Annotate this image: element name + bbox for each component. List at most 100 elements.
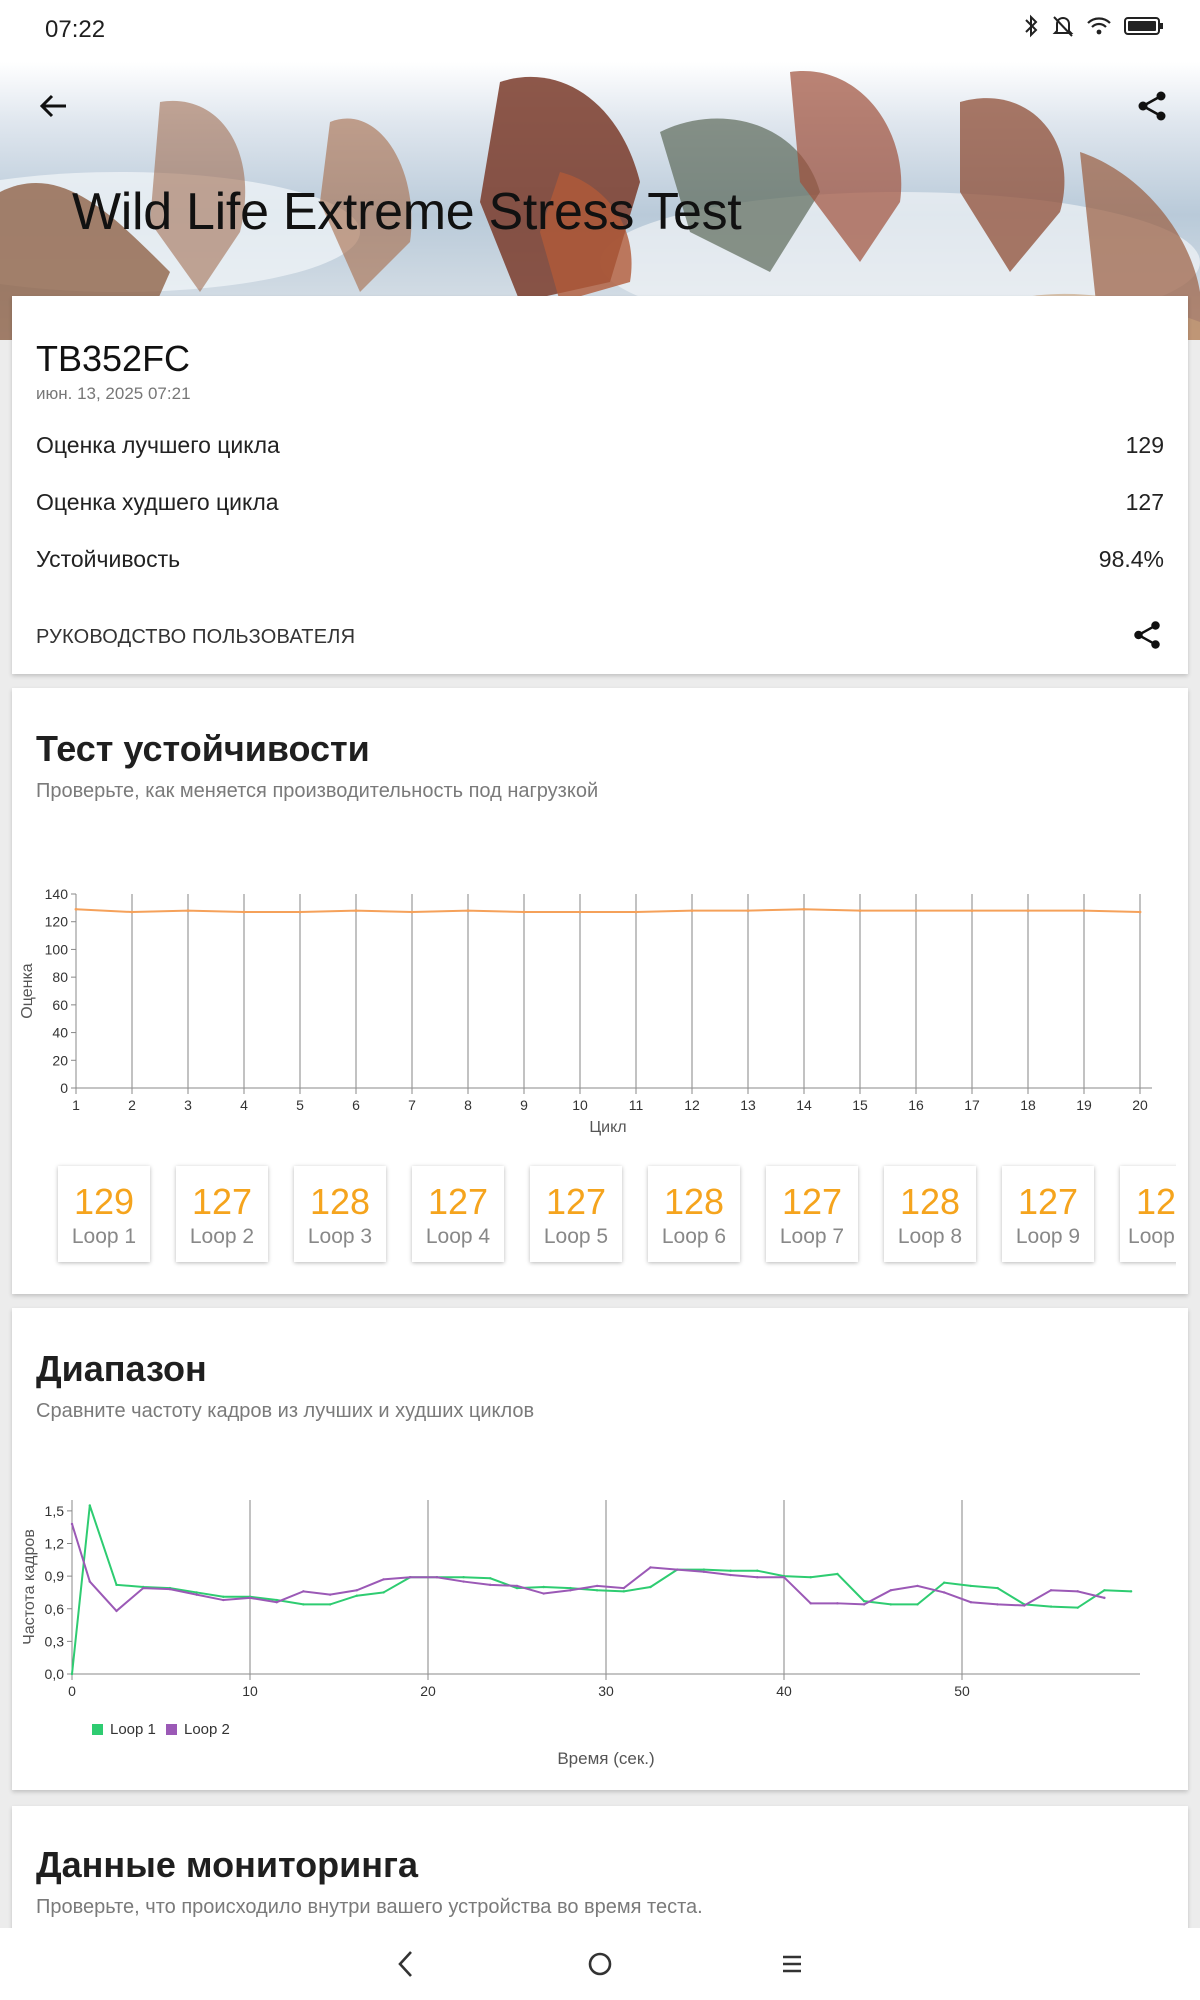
loop-tile[interactable]: 128 Loop 3 bbox=[294, 1166, 386, 1262]
menu-lines-icon[interactable] bbox=[779, 1948, 805, 1980]
fps-point bbox=[569, 1586, 572, 1590]
battery-icon bbox=[1124, 17, 1163, 35]
test-date: июн. 13, 2025 07:21 bbox=[36, 384, 191, 403]
fps-point bbox=[382, 1578, 385, 1581]
framerate-chart: 0 10 20 30 40 50 0,0 0,3 0,6 0,9 1,2 1,5 Частота кад… bbox=[21, 1500, 1140, 1768]
fps-point bbox=[328, 1593, 332, 1596]
loop-tile[interactable]: 127 Loop 7 bbox=[766, 1166, 858, 1262]
fps-point bbox=[248, 1596, 252, 1600]
y-tick-label: 0,0 bbox=[45, 1666, 65, 1682]
loop-label: Loop 7 bbox=[779, 1225, 845, 1248]
loop-score: 128 bbox=[663, 1181, 725, 1222]
x-tick-label: 40 bbox=[776, 1683, 792, 1699]
x-tick-label: 0 bbox=[68, 1683, 76, 1699]
score-point bbox=[1082, 909, 1086, 913]
circle-home-icon[interactable] bbox=[586, 1948, 614, 1980]
status-icons bbox=[1022, 14, 1164, 38]
status-bar: 07:22 bbox=[0, 0, 1200, 62]
fps-point bbox=[195, 1593, 198, 1596]
fps-point bbox=[1049, 1589, 1053, 1592]
fps-point bbox=[88, 1580, 92, 1583]
wifi-icon bbox=[1087, 17, 1111, 35]
x-tick-label: 19 bbox=[1076, 1097, 1092, 1113]
bell-off-icon bbox=[1052, 16, 1074, 37]
user-guide-link[interactable]: РУКОВОДСТВО ПОЛЬЗОВАТЕЛЯ bbox=[36, 626, 356, 648]
fps-point bbox=[70, 1522, 74, 1526]
loop-tile[interactable]: 128 Loop 8 bbox=[884, 1166, 976, 1262]
loop-score: 127 bbox=[781, 1181, 843, 1222]
stability-title: Тест устойчивости bbox=[36, 728, 370, 769]
score-point bbox=[746, 909, 750, 913]
score-point bbox=[1138, 910, 1142, 914]
x-tick-label: 10 bbox=[242, 1683, 258, 1699]
x-tick-label: 16 bbox=[908, 1097, 924, 1113]
fps-point bbox=[916, 1603, 919, 1606]
y-tick-label: 60 bbox=[52, 997, 68, 1013]
score-point bbox=[130, 910, 134, 914]
score-point bbox=[1026, 909, 1030, 913]
loop-tile[interactable]: 129 Loop 1 bbox=[58, 1166, 150, 1262]
score-point bbox=[298, 910, 302, 914]
y-tick-label: 0,6 bbox=[45, 1601, 65, 1617]
score-series-line bbox=[75, 908, 1141, 914]
loop-tile[interactable]: 127 Loop 10 bbox=[1120, 1166, 1176, 1262]
x-tick-label: 6 bbox=[352, 1097, 360, 1113]
fps-point bbox=[355, 1589, 358, 1592]
fps-point bbox=[809, 1602, 812, 1605]
monitoring-subtitle: Проверьте, что происходило внутри вашего… bbox=[36, 1896, 703, 1918]
x-tick-label: 20 bbox=[1132, 1097, 1148, 1113]
fps-point bbox=[88, 1504, 92, 1507]
status-time: 07:22 bbox=[45, 16, 106, 43]
loop-tile[interactable]: 127 Loop 2 bbox=[176, 1166, 268, 1262]
best-loop-label: Оценка лучшего цикла bbox=[36, 432, 280, 458]
loop-label: Loop 3 bbox=[307, 1225, 373, 1248]
fps-point bbox=[195, 1591, 198, 1594]
fps-point bbox=[782, 1576, 786, 1579]
share-icon[interactable] bbox=[1134, 88, 1170, 124]
back-arrow-icon[interactable] bbox=[36, 88, 72, 124]
score-point bbox=[522, 910, 526, 914]
score-point bbox=[858, 909, 862, 913]
fps-point bbox=[595, 1584, 599, 1588]
score-chart: 1 2 3 4 5 6 7 8 9 10 11 12 13 14 15 16 17 18 19 20020406080… bbox=[19, 886, 1152, 1136]
loop-label: Loop 1 bbox=[71, 1225, 137, 1248]
fps-point bbox=[1129, 1590, 1133, 1593]
fps-point bbox=[328, 1603, 332, 1606]
score-point bbox=[690, 909, 694, 913]
loop-tile[interactable]: 127 Loop 9 bbox=[1002, 1166, 1094, 1262]
loop-tile[interactable]: 128 Loop 6 bbox=[648, 1166, 740, 1262]
score-point bbox=[410, 910, 414, 914]
fps-point bbox=[943, 1591, 946, 1594]
loop-score: 128 bbox=[309, 1181, 371, 1222]
summary-card: TB352FC июн. 13, 2025 07:21 Оценка лучше… bbox=[12, 296, 1188, 674]
y-tick-label: 40 bbox=[52, 1025, 68, 1041]
loop-score-strip[interactable]: 129 Loop 1 127 Loop 2 128 Loop 3 127 Loop 4 127 L… bbox=[36, 1158, 1176, 1268]
fps-point bbox=[649, 1566, 652, 1569]
chevron-left-icon[interactable] bbox=[394, 1948, 418, 1980]
y-tick-label: 1,2 bbox=[45, 1536, 65, 1552]
fps-point bbox=[595, 1589, 599, 1592]
x-tick-label: 8 bbox=[464, 1097, 472, 1113]
loop-score: 127 bbox=[191, 1181, 253, 1222]
fps-point bbox=[702, 1568, 706, 1571]
fps-point bbox=[1049, 1605, 1053, 1608]
loop-tile[interactable]: 127 Loop 5 bbox=[530, 1166, 622, 1262]
legend-swatch bbox=[166, 1724, 177, 1735]
loop-tile[interactable]: 127 Loop 4 bbox=[412, 1166, 504, 1262]
loop-label: Loop 5 bbox=[543, 1225, 609, 1248]
legend-label: Loop 2 bbox=[184, 1721, 230, 1738]
guide-share-icon[interactable] bbox=[1130, 618, 1164, 652]
x-axis-title: Цикл bbox=[589, 1119, 626, 1136]
system-nav-bar bbox=[0, 1928, 1200, 2000]
score-point bbox=[354, 909, 358, 913]
y-axis-title: Частота кадров bbox=[21, 1529, 38, 1645]
loop-score: 128 bbox=[899, 1181, 961, 1222]
fps-point bbox=[1103, 1596, 1106, 1600]
y-tick-label: 20 bbox=[52, 1052, 68, 1068]
x-tick-label: 3 bbox=[184, 1097, 192, 1113]
y-tick-label: 0 bbox=[60, 1080, 68, 1096]
fps-point bbox=[222, 1595, 225, 1598]
range-subtitle: Сравните частоту кадров из лучших и худш… bbox=[36, 1400, 535, 1422]
fps-point bbox=[996, 1586, 999, 1590]
fps-point bbox=[756, 1576, 759, 1579]
